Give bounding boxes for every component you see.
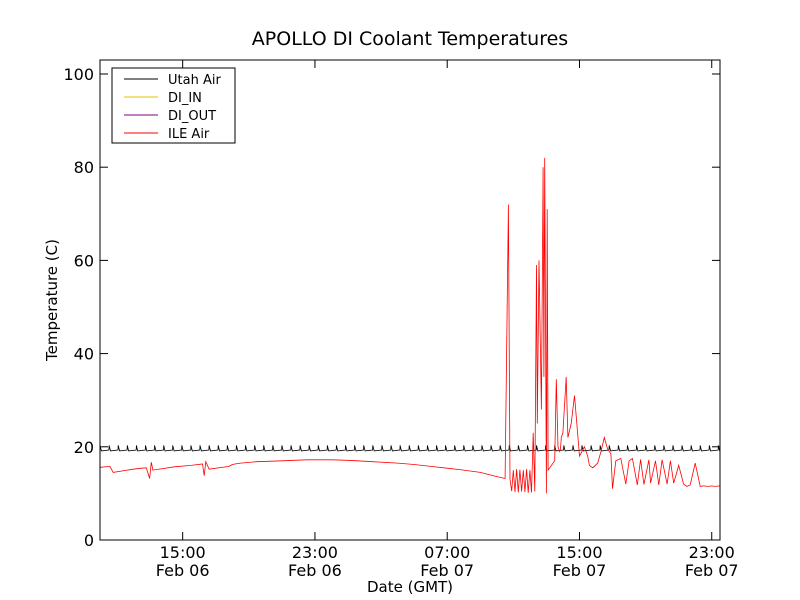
x-tick-label-time: 15:00	[160, 543, 206, 562]
y-tick-label: 80	[74, 158, 94, 177]
legend: Utah Air DI_IN DI_OUT ILE Air	[111, 67, 236, 144]
y-tick-label: 40	[74, 345, 94, 364]
legend-label: ILE Air	[168, 127, 210, 142]
x-tick-label-date: Feb 07	[685, 561, 739, 580]
legend-box	[111, 67, 236, 144]
x-tick-label-time: 15:00	[556, 543, 602, 562]
series-line-utah-air	[100, 445, 720, 452]
x-tick-label-date: Feb 07	[420, 561, 474, 580]
x-tick-label-time: 23:00	[689, 543, 735, 562]
x-axis-label: Date (GMT)	[367, 578, 453, 596]
legend-label: Utah Air	[168, 73, 221, 88]
x-tick-label-date: Feb 06	[156, 561, 210, 580]
x-tick-label-time: 23:00	[292, 543, 338, 562]
legend-label: DI_IN	[168, 91, 202, 106]
x-tick-label-time: 07:00	[424, 543, 470, 562]
y-tick-label: 60	[74, 251, 94, 270]
y-tick-label: 100	[63, 65, 94, 84]
x-tick-label-date: Feb 06	[288, 561, 342, 580]
legend-label: DI_OUT	[168, 109, 216, 124]
x-tick-label-date: Feb 07	[553, 561, 607, 580]
y-axis-label: Temperature (C)	[43, 239, 61, 362]
plot-area	[100, 157, 720, 494]
y-tick-label: 0	[84, 531, 94, 550]
y-tick-label: 20	[74, 438, 94, 457]
plot-frame	[99, 59, 721, 541]
chart-title: APOLLO DI Coolant Temperatures	[252, 28, 568, 50]
series-line-ile-air	[100, 157, 720, 494]
